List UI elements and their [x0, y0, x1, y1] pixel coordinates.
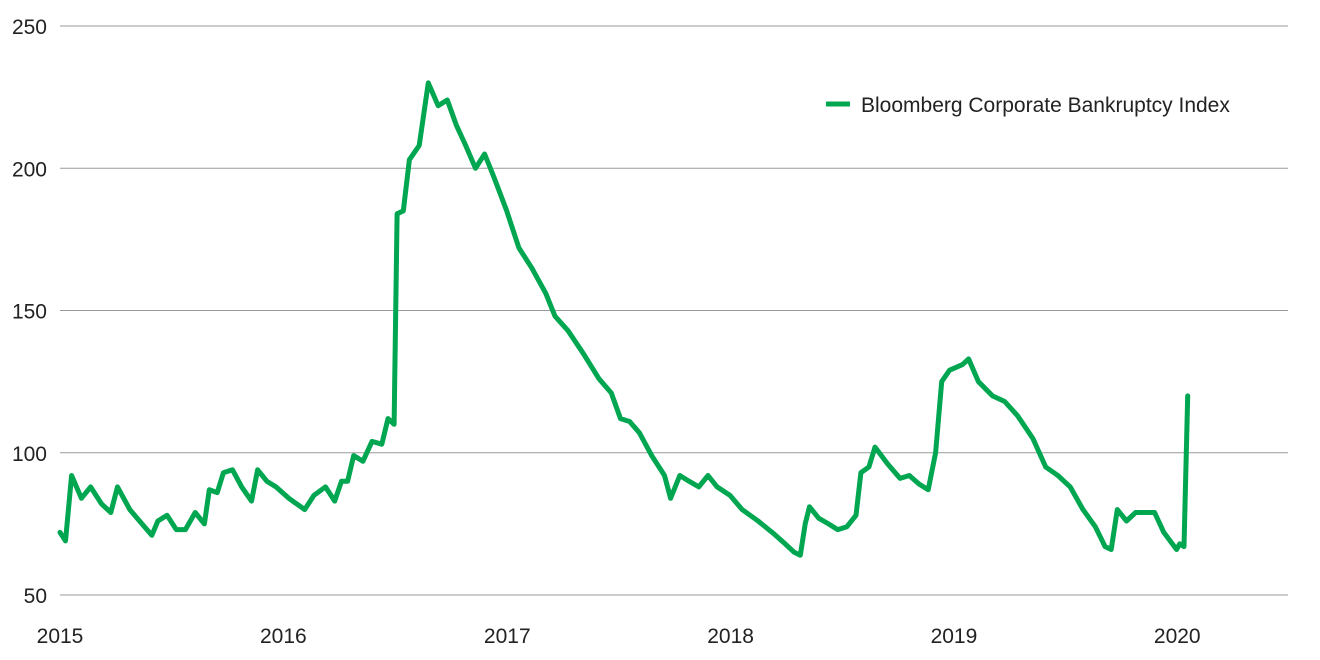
- y-tick-label: 150: [12, 301, 47, 324]
- y-tick-label: 50: [24, 585, 47, 608]
- y-axis-tick-labels: 50 100 150 200 250: [12, 16, 47, 608]
- x-tick-label: 2015: [37, 625, 84, 648]
- x-tick-label: 2016: [260, 625, 307, 648]
- legend: Bloomberg Corporate Bankruptcy Index: [826, 94, 1230, 117]
- x-tick-label: 2020: [1154, 625, 1201, 648]
- legend-entry-label: Bloomberg Corporate Bankruptcy Index: [861, 94, 1230, 117]
- x-tick-label: 2019: [931, 625, 978, 648]
- x-tick-label: 2017: [484, 625, 531, 648]
- y-tick-label: 250: [12, 16, 47, 39]
- series-line-bankruptcy-index: [57, 80, 1191, 558]
- x-tick-label: 2018: [707, 625, 754, 648]
- y-tick-label: 100: [12, 443, 47, 466]
- y-tick-label: 200: [12, 158, 47, 181]
- x-axis-tick-labels: 2015 2016 2017 2018 2019 2020: [37, 625, 1201, 648]
- gridlines: [60, 25, 1288, 596]
